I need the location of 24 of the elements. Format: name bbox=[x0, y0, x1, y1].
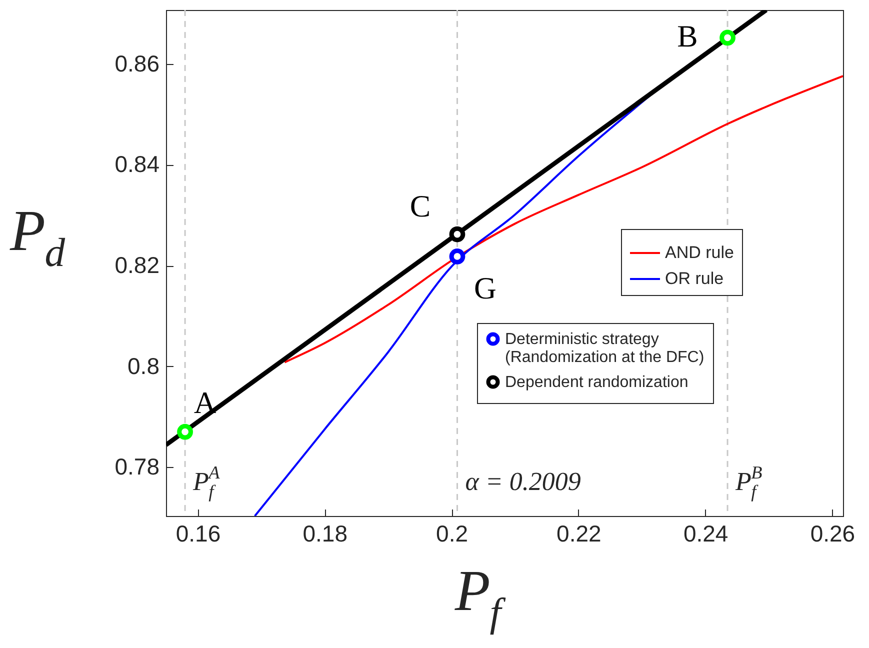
point bbox=[449, 248, 466, 264]
legend-label: AND rule bbox=[665, 243, 734, 262]
y-tick-label: 0.78 bbox=[114, 454, 160, 480]
annotation: B bbox=[677, 18, 698, 54]
y-tick-label: 0.8 bbox=[128, 352, 160, 379]
annotation: C bbox=[410, 188, 431, 224]
legend-label: Dependent randomization bbox=[505, 374, 688, 391]
x-tick-label: 0.22 bbox=[556, 520, 602, 546]
point bbox=[177, 424, 193, 440]
ref-line-label: α = 0.2009 bbox=[465, 467, 581, 496]
y-tick-label: 0.84 bbox=[114, 151, 160, 178]
point bbox=[720, 30, 736, 46]
legend-label: Deterministic strategy (Randomization at the DFC) bbox=[505, 331, 704, 366]
line-series bbox=[284, 75, 843, 364]
y-tick-label: 0.82 bbox=[114, 252, 160, 278]
x-tick-label: 0.24 bbox=[683, 520, 728, 546]
x-tick-label: 0.2 bbox=[436, 520, 468, 546]
x-tick-label: 0.16 bbox=[176, 520, 221, 546]
x-tick-label: 0.26 bbox=[810, 520, 856, 546]
legend-label: OR rule bbox=[665, 269, 724, 288]
point bbox=[449, 226, 466, 242]
annotation: G bbox=[474, 270, 496, 306]
y-tick-label: 0.86 bbox=[114, 50, 160, 76]
x-tick-label: 0.18 bbox=[302, 520, 348, 546]
